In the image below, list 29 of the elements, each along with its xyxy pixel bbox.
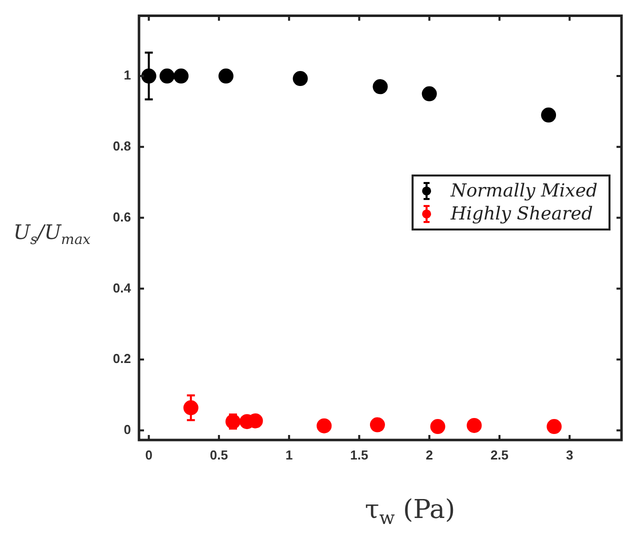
legend-label: Normally Mixed xyxy=(450,180,598,202)
point xyxy=(430,419,446,434)
point xyxy=(466,418,482,433)
point xyxy=(541,108,556,123)
x-tick-label: 1 xyxy=(285,447,293,462)
y-tick-label: 0.4 xyxy=(112,280,132,296)
point xyxy=(174,68,189,84)
point xyxy=(316,418,332,434)
point xyxy=(292,71,308,86)
point xyxy=(546,419,562,434)
x-tick-label: 0.5 xyxy=(210,447,228,462)
point xyxy=(372,79,388,94)
x-tick-label: 0 xyxy=(145,447,152,462)
point xyxy=(422,86,437,102)
y-tick-label: 0.8 xyxy=(112,138,131,154)
y-tick-label: 1 xyxy=(124,68,131,83)
y-tick-label: 0 xyxy=(124,422,131,438)
y-tick-label: 0.6 xyxy=(112,209,131,224)
x-tick-label: 2 xyxy=(426,447,433,462)
y-axis-title: U$_{s}$/U$_{max}$ xyxy=(12,220,92,248)
x-axis-title: τ$_{w}$ (Pa) xyxy=(364,495,456,530)
point xyxy=(218,68,234,84)
x-tick-label: 1.5 xyxy=(350,447,368,462)
legend-label: Highly Sheared xyxy=(450,204,593,225)
point xyxy=(370,417,385,432)
point xyxy=(160,68,175,84)
x-tick-label: 3 xyxy=(566,447,574,462)
y-tick-label: 0.2 xyxy=(112,351,131,366)
x-tick-label: 2.5 xyxy=(490,447,509,462)
